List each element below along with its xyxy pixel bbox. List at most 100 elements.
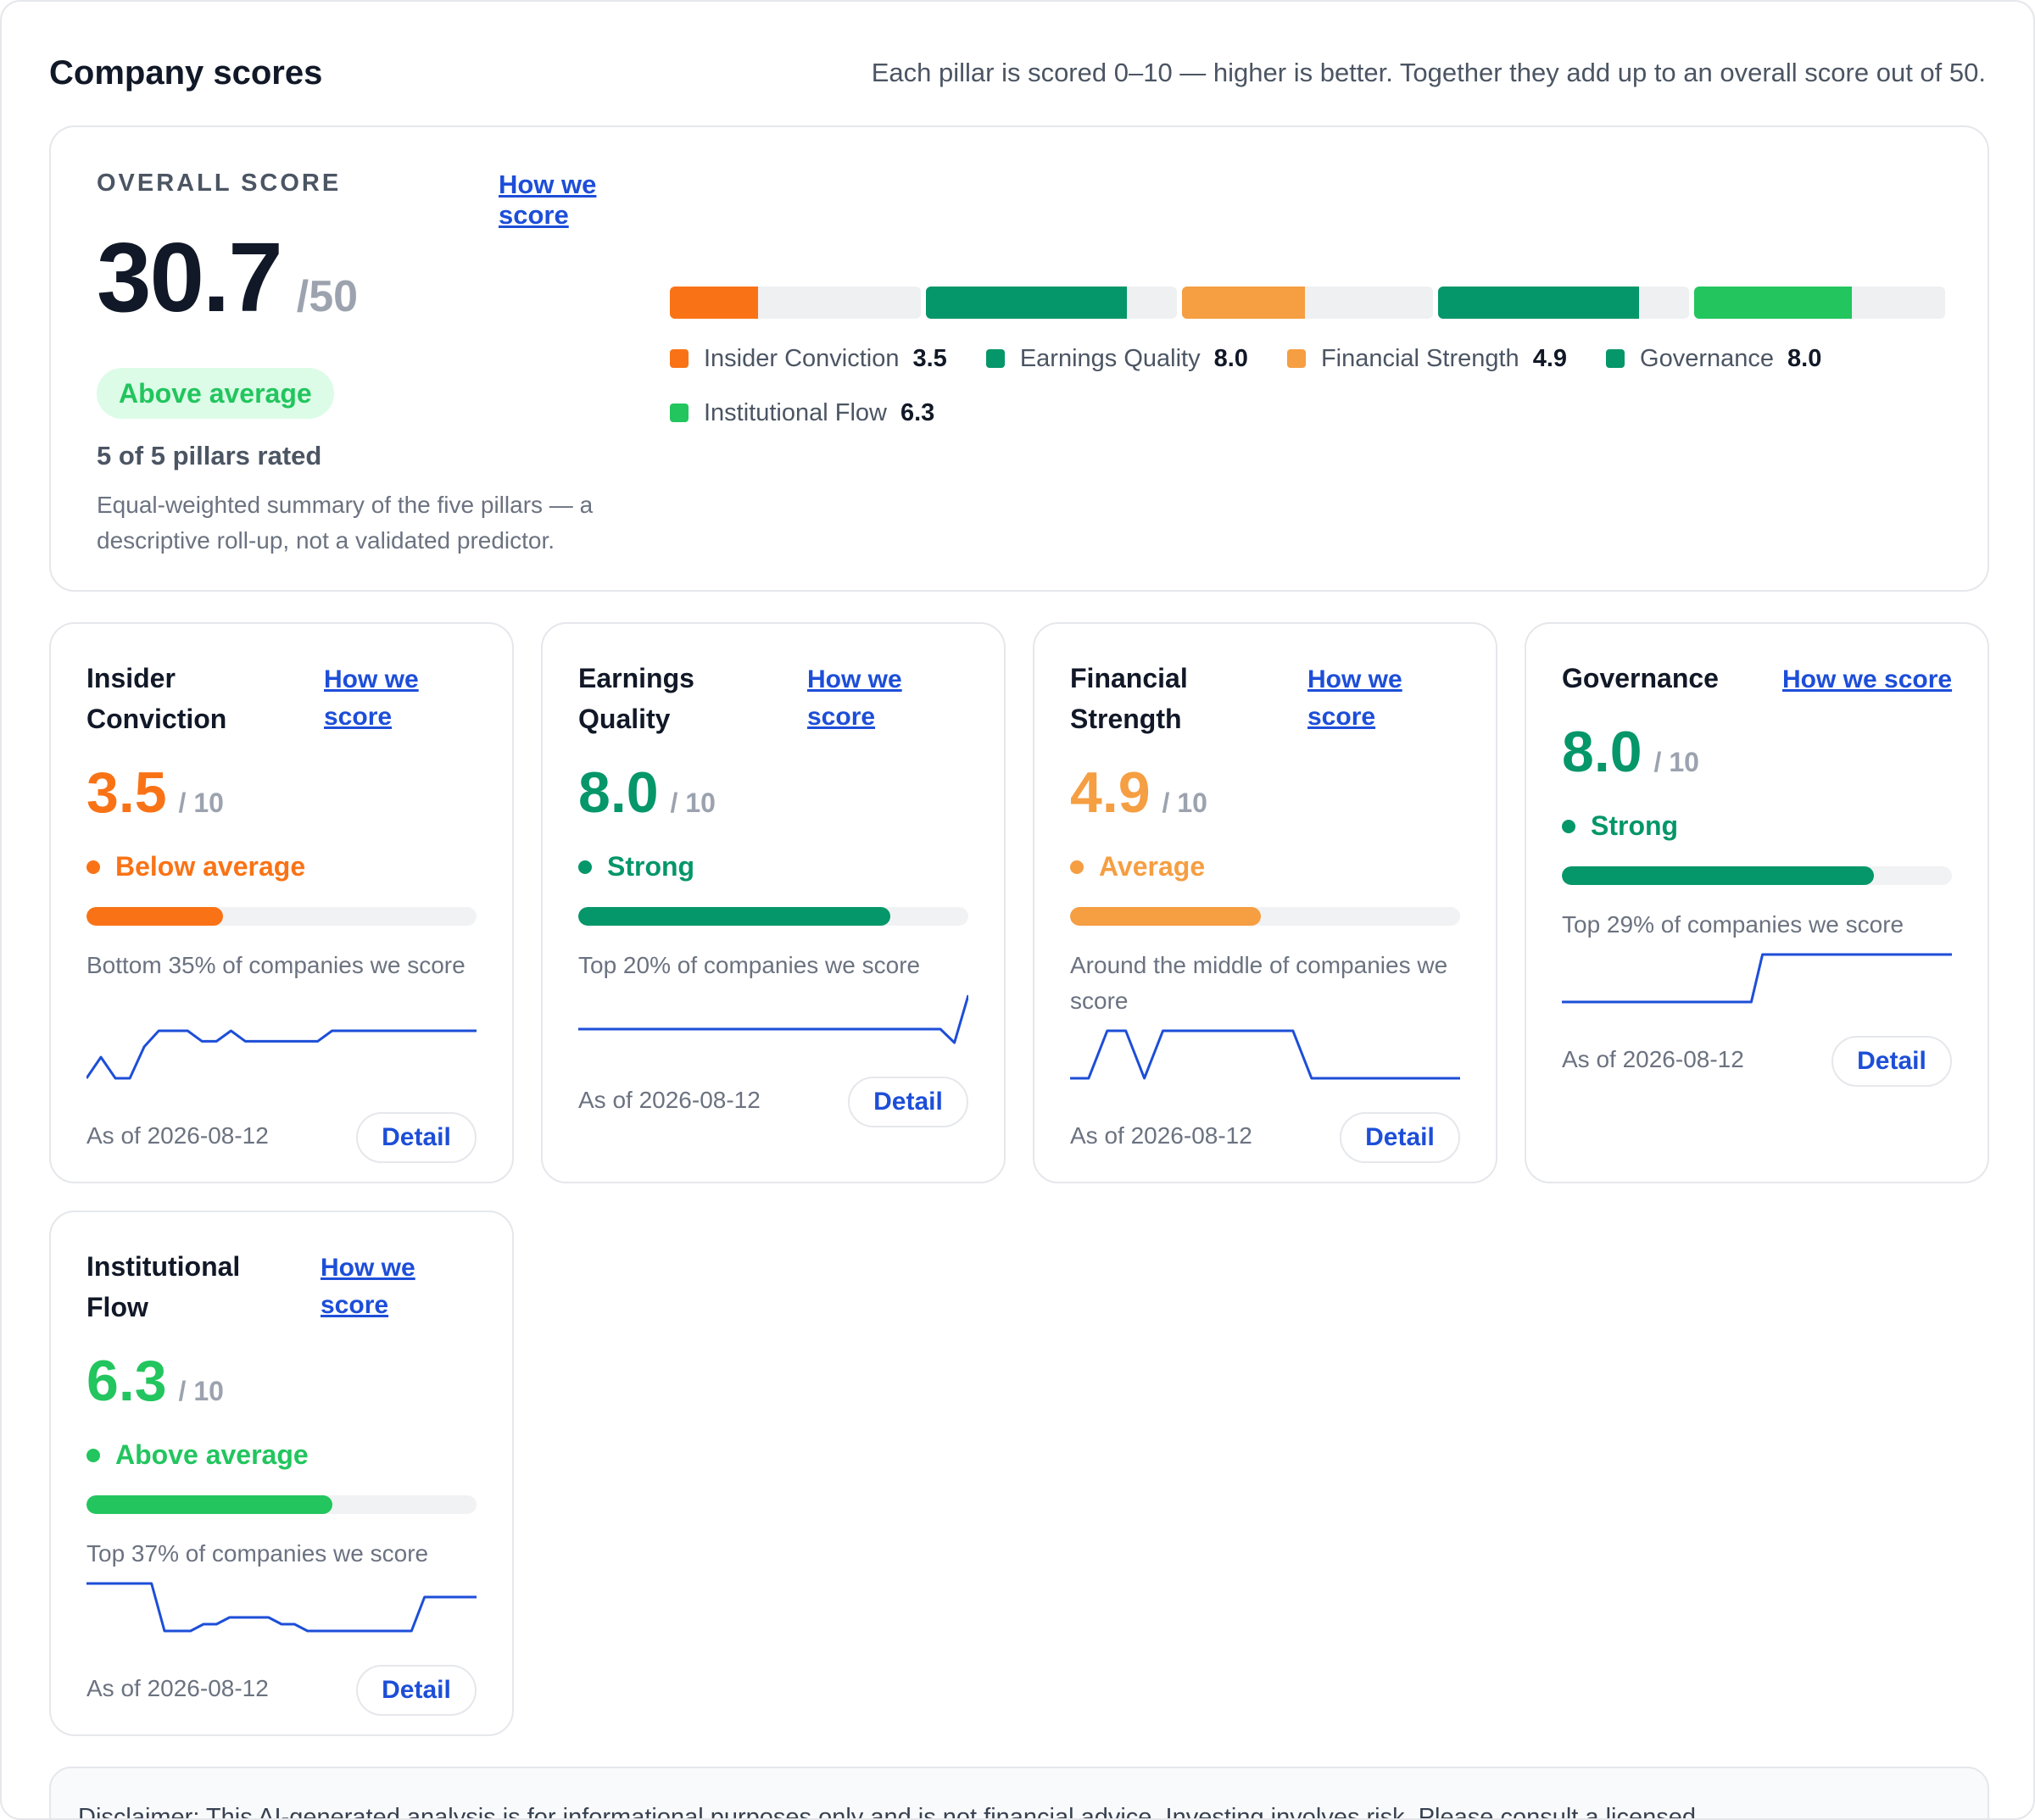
pillar-status-label: Strong [1591, 810, 1679, 841]
how-we-score-link[interactable]: How we score [321, 1250, 415, 1324]
legend-value: 4.9 [1532, 344, 1568, 372]
trend-line [578, 994, 968, 1044]
pillar-status-label: Above average [115, 1439, 309, 1470]
pillar-name: Insider Conviction [86, 658, 226, 739]
legend-label: Insider Conviction [704, 344, 900, 372]
pillar-name-line: Insider [86, 663, 176, 693]
detail-button[interactable]: Detail [1340, 1112, 1460, 1163]
pillar-status-label: Strong [607, 851, 695, 882]
link-line[interactable]: How we [1307, 665, 1402, 693]
legend-value: 8.0 [1787, 344, 1822, 372]
pillar-as-of-date: As of 2026-08-12 [86, 1122, 269, 1149]
overall-status-badge: Above average [97, 368, 334, 419]
pillar-segment [1182, 287, 1433, 319]
overall-score-value: 30.7 [97, 222, 283, 332]
pillar-score-value: 3.5 [86, 760, 167, 825]
how-we-score-link[interactable]: How we score [1782, 661, 1952, 699]
link-line[interactable]: How we score [1782, 665, 1953, 693]
legend-swatch [1606, 349, 1625, 368]
overall-score-max: /50 [296, 272, 359, 321]
detail-button[interactable]: Detail [848, 1077, 968, 1127]
status-dot-icon [86, 1448, 100, 1462]
pillar-score-bar [86, 907, 477, 926]
legend-swatch [670, 349, 689, 368]
pillar-trend-sparkline [1070, 1029, 1460, 1080]
pillar-status-label: Average [1099, 851, 1206, 882]
pillar-score-row: 3.5 / 10 [86, 760, 224, 826]
pillar-percentile: Top 37% of companies we score [86, 1540, 429, 1567]
pillar-card: Governance How we score 8.0 / 10 Strong Top 2… [1525, 622, 1989, 1183]
link-line[interactable]: How we [321, 1254, 415, 1282]
pillar-score-row: 6.3 / 10 [86, 1348, 224, 1414]
pillar-name-line: Governance [1562, 663, 1719, 693]
how-we-score-link[interactable]: How we score [1307, 661, 1402, 736]
how-we-score-link[interactable]: How we score [324, 661, 419, 736]
pillar-card: Financial Strength How we score 4.9 / 10 Avera… [1033, 622, 1497, 1183]
pillar-card: Earnings Quality How we score 8.0 / 10 Strong T… [541, 622, 1006, 1183]
pillar-status-label: Below average [115, 851, 306, 882]
link-line[interactable]: score [321, 1291, 389, 1319]
pillar-percentile: Top 29% of companies we score [1562, 911, 1904, 938]
overall-summary: OVERALL SCORE How we score 30.7/50 Above… [97, 170, 605, 554]
pillar-trend-sparkline [578, 994, 968, 1044]
pillar-score-value: 6.3 [86, 1349, 167, 1413]
pillar-status: Strong [578, 851, 694, 882]
legend-swatch [985, 349, 1005, 368]
pillar-status: Average [1070, 851, 1205, 882]
pillar-score-bar-fill [86, 907, 223, 926]
pillar-name-line: Earnings [578, 663, 694, 693]
pillar-score-max: / 10 [178, 788, 224, 818]
pillar-score-max: / 10 [670, 788, 716, 818]
status-dot-icon [86, 860, 100, 874]
disclaimer-text: Disclaimer: This AI-generated analysis i… [78, 1804, 1696, 1820]
status-dot-icon [578, 860, 592, 874]
legend-swatch [670, 404, 689, 422]
pillar-card: Insider Conviction How we score 3.5 / 10 Below… [49, 622, 514, 1183]
pillar-score-max: / 10 [1162, 788, 1207, 818]
detail-button[interactable]: Detail [1832, 1036, 1952, 1087]
pillar-segment-bar [670, 287, 1945, 319]
pillar-score-bar [86, 1495, 477, 1514]
legend-label: Financial Strength [1320, 344, 1519, 372]
pillar-segment-fill [926, 287, 1127, 319]
pillar-name-line: Institutional [86, 1251, 241, 1282]
overall-score-label: OVERALL SCORE [97, 170, 342, 197]
detail-button[interactable]: Detail [356, 1665, 477, 1716]
pillar-score-bar [578, 907, 968, 926]
pillar-legend: Insider Conviction 3.5 Earnings Quality 8.0… [670, 342, 1959, 429]
pillar-as-of-date: As of 2026-08-12 [86, 1675, 269, 1701]
detail-button[interactable]: Detail [356, 1112, 477, 1163]
legend-item: Earnings Quality 8.0 [985, 342, 1248, 375]
how-we-score-link[interactable]: How we score [499, 170, 597, 230]
legend-value: 6.3 [900, 398, 935, 426]
pillar-score-bar [1562, 866, 1952, 885]
pillar-score-row: 4.9 / 10 [1070, 760, 1207, 826]
pillar-percentile: Top 20% of companies we score [578, 952, 921, 978]
link-line[interactable]: How we [324, 665, 419, 693]
legend-label: Institutional Flow [704, 398, 887, 426]
pillar-as-of-date: As of 2026-08-12 [578, 1087, 761, 1113]
pillar-name: Governance [1562, 658, 1719, 699]
pillar-segment-fill [1694, 287, 1853, 319]
pillar-name: Financial Strength [1070, 658, 1188, 739]
pillar-as-of-date: As of 2026-08-12 [1562, 1046, 1744, 1072]
link-line[interactable]: score [807, 703, 876, 731]
pillar-status: Above average [86, 1439, 309, 1471]
pillar-name-line: Quality [578, 704, 671, 734]
trend-line [1562, 953, 1952, 1004]
link-line[interactable]: How we [807, 665, 902, 693]
pillar-segment [670, 287, 921, 319]
legend-value: 8.0 [1213, 344, 1248, 372]
legend-item: Financial Strength 4.9 [1286, 342, 1568, 375]
pillar-segment [926, 287, 1177, 319]
link-line[interactable]: score [324, 703, 393, 731]
legend-item: Institutional Flow 6.3 [670, 397, 934, 429]
link-line[interactable]: score [1307, 703, 1376, 731]
pillar-segment-fill [670, 287, 758, 319]
pillar-score-value: 8.0 [1562, 720, 1642, 784]
pillar-score-bar-fill [1070, 907, 1262, 926]
trend-line [1070, 1029, 1460, 1080]
how-we-score-link[interactable]: How we score [807, 661, 902, 736]
pillars-rated: 5 of 5 pillars rated [97, 441, 322, 470]
